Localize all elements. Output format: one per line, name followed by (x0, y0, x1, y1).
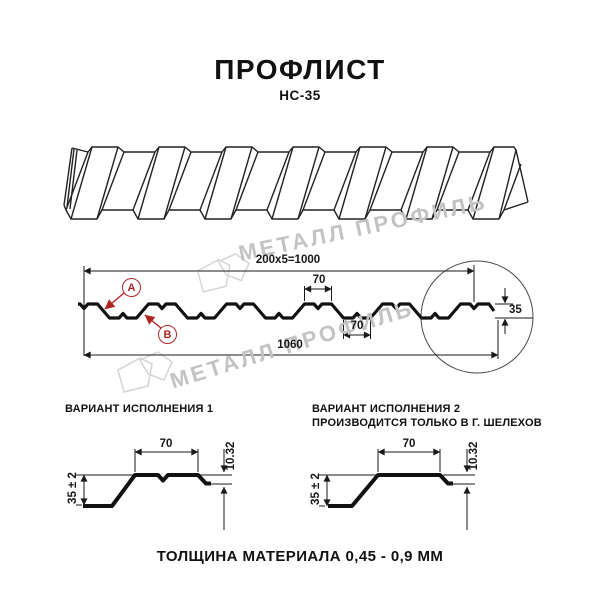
corrugated-sheet-3d-view (63, 146, 529, 220)
dim-label-module-width: 200x5=1000 (255, 254, 321, 266)
dim-label-crest-width: 70 (312, 274, 326, 286)
variant2-dim-edge-drop: 10.32 (468, 441, 480, 471)
profile-model-label: НС-35 (279, 88, 321, 103)
variant1-dim-edge-drop: 10.32 (225, 441, 237, 471)
variant1-dim-top-width: 70 (159, 438, 173, 450)
variant2-profile (328, 473, 453, 508)
variant1-dimension-lines (76, 448, 232, 530)
callout-leaders (104, 292, 162, 329)
watermark-logo-mark-bottom (117, 351, 173, 393)
variant1-title: ВАРИАНТ ИСПОЛНЕНИЯ 1 (65, 403, 214, 415)
variant2-dimension-lines (319, 448, 475, 530)
callout-b-badge: B (158, 325, 177, 344)
variant2-title: ВАРИАНТ ИСПОЛНЕНИЯ 2 (312, 403, 461, 415)
variant1-profile (83, 473, 211, 508)
profile-cross-section (78, 302, 496, 320)
dim-label-profile-height: 35 (509, 304, 522, 316)
material-thickness-note: ТОЛЩИНА МАТЕРИАЛА 0,45 - 0,9 ММ (156, 548, 444, 565)
variant2-dim-top-width: 70 (402, 438, 416, 450)
callout-leader-a (104, 292, 125, 310)
page-title: ПРОФЛИСТ (214, 54, 386, 85)
callout-leader-b (144, 314, 162, 329)
dim-label-valley-width: 70 (350, 320, 364, 332)
variant1-dim-height: 35 ± 2 (67, 472, 79, 504)
callout-a-badge: A (122, 278, 141, 297)
variant2-note: ПРОИЗВОДИТСЯ ТОЛЬКО В Г. ШЕЛЕХОВ (312, 417, 542, 429)
variant2-dim-height: 35 ± 2 (310, 473, 322, 505)
cross-section-dimension-lines (83, 265, 533, 359)
dim-label-overall-width: 1060 (277, 339, 303, 351)
